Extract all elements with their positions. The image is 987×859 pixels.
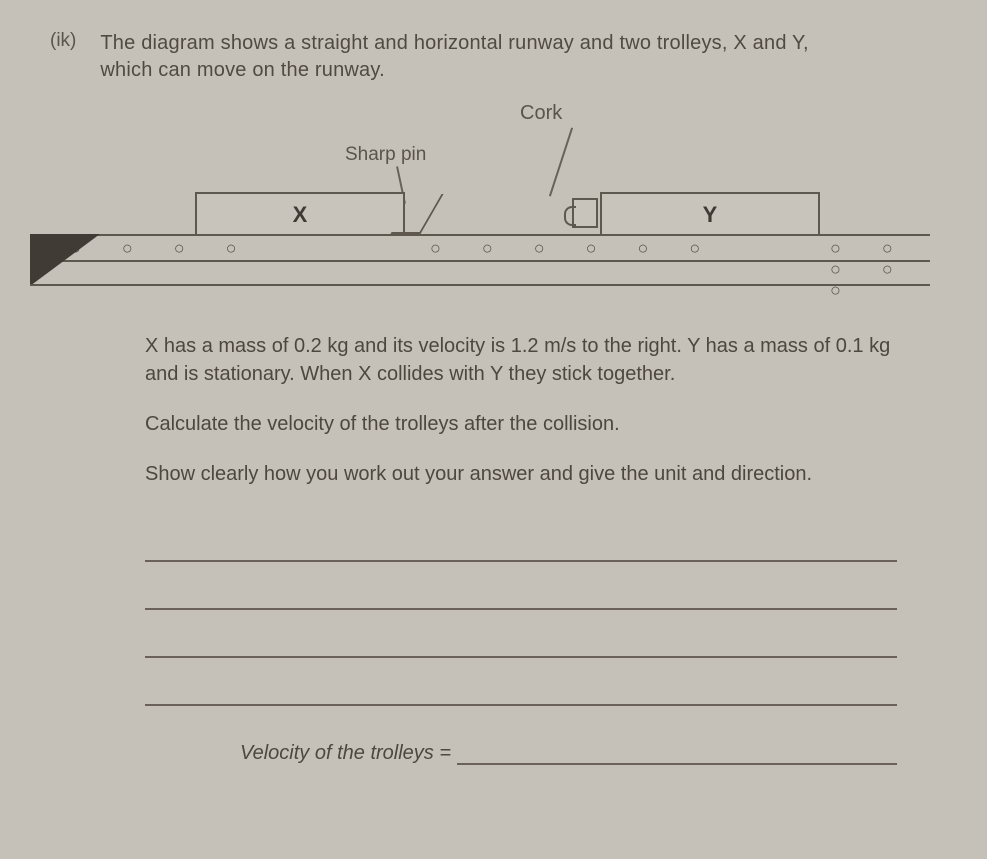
body-text: X has a mass of 0.2 kg and its velocity … (30, 332, 937, 488)
cork-leader-line (549, 127, 573, 196)
question-header: (ik) The diagram shows a straight and ho… (30, 30, 937, 84)
answer-line (145, 666, 897, 706)
answer-line (145, 522, 897, 562)
question-prompt: The diagram shows a straight and horizon… (100, 30, 808, 84)
runway-diagram: Cork Sharp pin X Y ○ ○ ○ ○ ○ ○ ○ ○ ○ ○ ○… (30, 102, 930, 302)
prompt-line-1: The diagram shows a straight and horizon… (100, 32, 808, 54)
working-lines (30, 522, 937, 706)
trolley-x: X (195, 192, 405, 236)
final-answer-row: Velocity of the trolleys = (30, 742, 937, 765)
cork-label: Cork (520, 102, 562, 125)
answer-line (145, 618, 897, 658)
track-end-wedge (30, 234, 100, 286)
prompt-line-2: which can move on the runway. (100, 59, 384, 81)
baseline (30, 284, 930, 286)
final-answer-label: Velocity of the trolleys = (240, 742, 451, 765)
pin-label: Sharp pin (345, 144, 426, 166)
track-holes-mid: ○ ○ ○ ○ ○ ○ (430, 238, 718, 259)
answer-line (145, 570, 897, 610)
trolley-y-label: Y (703, 202, 718, 228)
final-answer-blank (457, 743, 897, 765)
track-holes-right: ○ ○ ○ ○ ○ (830, 238, 930, 301)
trolley-x-label: X (293, 202, 308, 228)
question-number: (ik) (50, 30, 76, 84)
paragraph-2: Calculate the velocity of the trolleys a… (145, 410, 907, 438)
trolley-y: Y (600, 192, 820, 236)
paragraph-3: Show clearly how you work out your answe… (145, 460, 907, 488)
paragraph-1: X has a mass of 0.2 kg and its velocity … (145, 332, 907, 388)
cork-object (572, 198, 598, 228)
